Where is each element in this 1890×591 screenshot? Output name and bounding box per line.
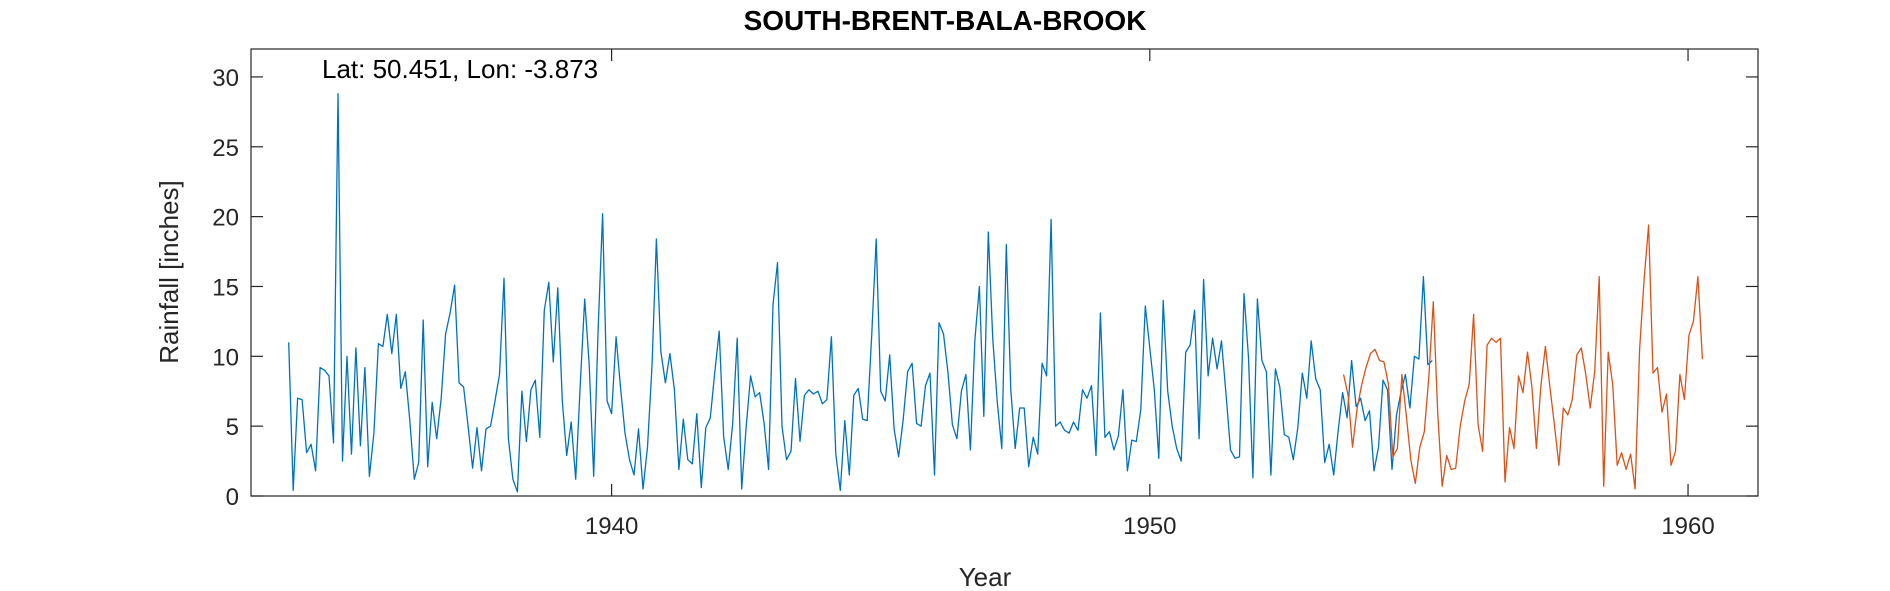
y-tick-label: 30 bbox=[212, 65, 239, 92]
x-axis-label: Year bbox=[959, 562, 1012, 591]
y-tick-label: 5 bbox=[226, 414, 239, 441]
plot-area bbox=[250, 48, 1759, 497]
x-tick-label: 1940 bbox=[585, 513, 638, 540]
series-line-1 bbox=[288, 93, 1433, 493]
location-annotation: Lat: 50.451, Lon: -3.873 bbox=[322, 54, 598, 84]
y-tick-label: 20 bbox=[212, 205, 239, 232]
chart-title: SOUTH-BRENT-BALA-BROOK bbox=[744, 5, 1147, 36]
series-layer bbox=[288, 93, 1704, 493]
series-line-2 bbox=[1342, 224, 1704, 490]
y-tick-label: 10 bbox=[212, 344, 239, 371]
plot-box bbox=[250, 48, 1759, 497]
x-tick-label: 1960 bbox=[1661, 513, 1714, 540]
y-tick-label: 25 bbox=[212, 135, 239, 162]
y-tick-label: 15 bbox=[212, 274, 239, 301]
y-axis-label: Rainfall [inches] bbox=[154, 180, 184, 364]
axis-ticks: 0 5 10 15 20 25 30 1940 1950 1960 bbox=[212, 49, 1758, 540]
x-tick-label: 1950 bbox=[1123, 513, 1176, 540]
y-tick-label: 0 bbox=[226, 484, 239, 511]
